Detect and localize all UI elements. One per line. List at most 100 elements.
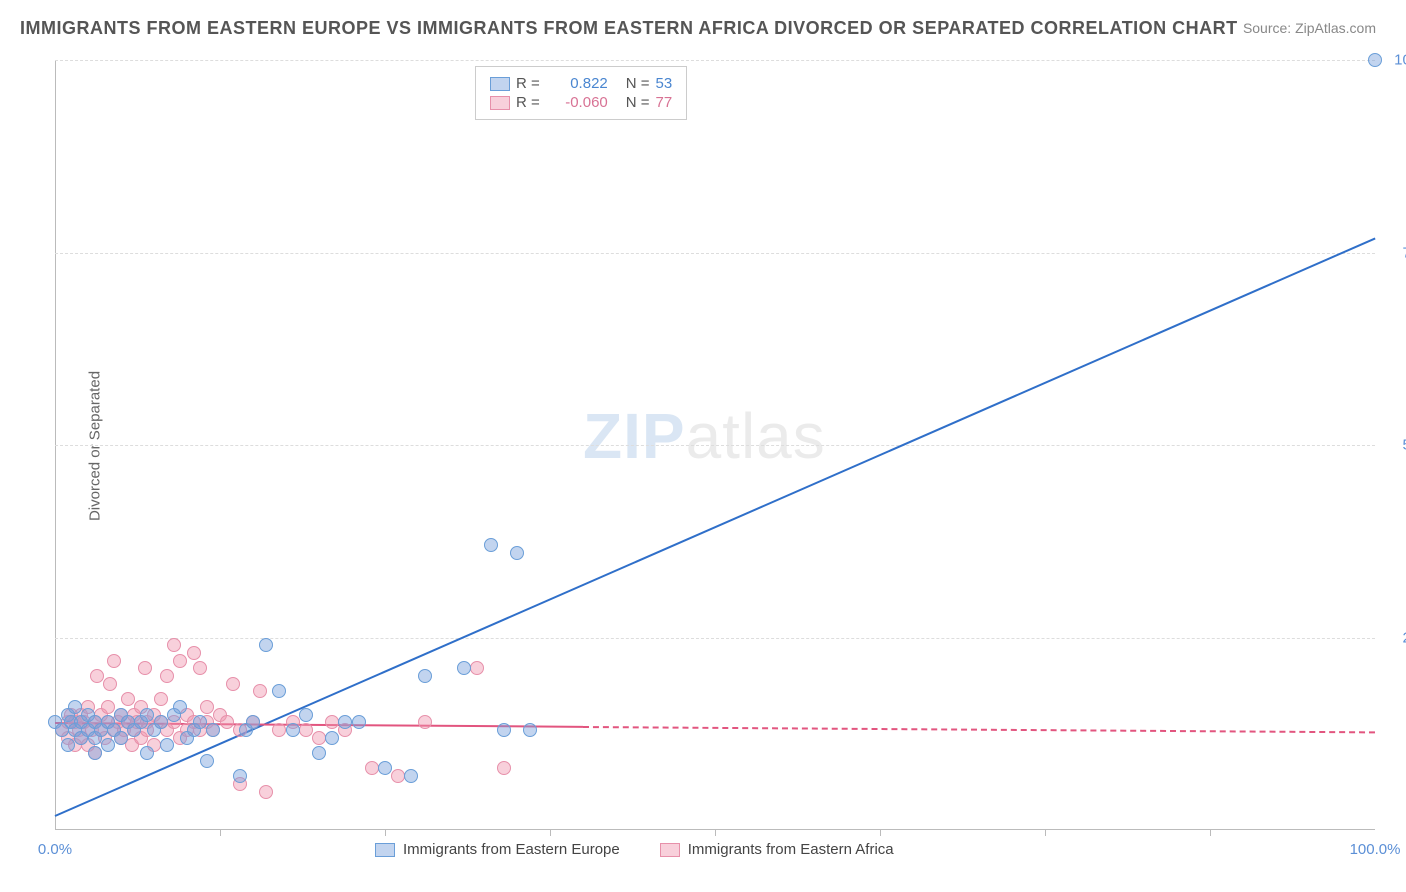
data-point bbox=[193, 661, 207, 675]
data-point bbox=[206, 723, 220, 737]
data-point bbox=[226, 677, 240, 691]
data-point bbox=[246, 715, 260, 729]
series-label: Immigrants from Eastern Europe bbox=[403, 841, 620, 858]
chart-plot-area: ZIPatlas R =0.822N =53R =-0.060N =77 Imm… bbox=[55, 60, 1375, 830]
data-point bbox=[418, 669, 432, 683]
data-point bbox=[352, 715, 366, 729]
data-point bbox=[61, 738, 75, 752]
data-point bbox=[200, 754, 214, 768]
data-point bbox=[107, 654, 121, 668]
data-point bbox=[484, 538, 498, 552]
data-point bbox=[167, 638, 181, 652]
series-legend-item: Immigrants from Eastern Europe bbox=[375, 841, 620, 858]
series-legend-item: Immigrants from Eastern Africa bbox=[660, 841, 894, 858]
data-point bbox=[325, 715, 339, 729]
x-tick bbox=[220, 830, 221, 836]
data-point bbox=[391, 769, 405, 783]
data-point bbox=[457, 661, 471, 675]
x-tick bbox=[1210, 830, 1211, 836]
legend-row: R =-0.060N =77 bbox=[490, 94, 672, 111]
data-point bbox=[187, 646, 201, 660]
data-point bbox=[286, 723, 300, 737]
legend-swatch-icon bbox=[490, 96, 510, 110]
legend-swatch-icon bbox=[660, 843, 680, 857]
data-point bbox=[259, 638, 273, 652]
legend-row: R = 0.822 N = 53 bbox=[490, 75, 672, 92]
data-point bbox=[378, 761, 392, 775]
data-point bbox=[510, 546, 524, 560]
data-point bbox=[220, 715, 234, 729]
y-tick-label: 50.0% bbox=[1385, 437, 1406, 454]
gridline bbox=[55, 638, 1375, 639]
data-point bbox=[88, 746, 102, 760]
data-point bbox=[154, 692, 168, 706]
data-point bbox=[404, 769, 418, 783]
legend-swatch-icon bbox=[375, 843, 395, 857]
data-point bbox=[312, 731, 326, 745]
data-point bbox=[140, 708, 154, 722]
data-point bbox=[253, 684, 267, 698]
y-tick-label: 100.0% bbox=[1385, 52, 1406, 69]
y-tick-label: 75.0% bbox=[1385, 244, 1406, 261]
data-point bbox=[523, 723, 537, 737]
data-point bbox=[101, 700, 115, 714]
data-point bbox=[299, 723, 313, 737]
series-legend: Immigrants from Eastern Europe Immigrants… bbox=[375, 841, 894, 858]
data-point bbox=[272, 723, 286, 737]
data-point bbox=[325, 731, 339, 745]
data-point bbox=[160, 669, 174, 683]
data-point bbox=[497, 761, 511, 775]
data-point bbox=[90, 669, 104, 683]
legend-n-value: 53 bbox=[656, 75, 673, 92]
x-tick bbox=[385, 830, 386, 836]
data-point bbox=[497, 723, 511, 737]
x-tick-label: 100.0% bbox=[1350, 841, 1401, 858]
data-point bbox=[160, 738, 174, 752]
data-point bbox=[138, 661, 152, 675]
data-point bbox=[259, 785, 273, 799]
legend-r-label: R = bbox=[516, 94, 540, 111]
legend-n-value: 77 bbox=[656, 94, 673, 111]
y-tick-label: 25.0% bbox=[1385, 629, 1406, 646]
data-point bbox=[233, 769, 247, 783]
data-point bbox=[68, 700, 82, 714]
watermark-atlas: atlas bbox=[686, 400, 826, 472]
data-point bbox=[272, 684, 286, 698]
data-point bbox=[312, 746, 326, 760]
data-point bbox=[140, 746, 154, 760]
data-point bbox=[114, 731, 128, 745]
data-point bbox=[200, 700, 214, 714]
legend-swatch-icon bbox=[490, 77, 510, 91]
data-point bbox=[470, 661, 484, 675]
data-point bbox=[154, 715, 168, 729]
x-tick bbox=[1045, 830, 1046, 836]
x-tick bbox=[880, 830, 881, 836]
data-point bbox=[365, 761, 379, 775]
x-tick bbox=[550, 830, 551, 836]
series-label: Immigrants from Eastern Africa bbox=[688, 841, 894, 858]
legend-n-label: N = bbox=[626, 75, 650, 92]
gridline bbox=[55, 445, 1375, 446]
source-label: Source: ZipAtlas.com bbox=[1243, 20, 1376, 36]
gridline bbox=[55, 253, 1375, 254]
correlation-legend: R =0.822N =53R =-0.060N =77 bbox=[475, 66, 687, 120]
data-point bbox=[299, 708, 313, 722]
legend-n-label: N = bbox=[626, 94, 650, 111]
data-point bbox=[418, 715, 432, 729]
data-point bbox=[173, 654, 187, 668]
data-point bbox=[103, 677, 117, 691]
legend-r-label: R = bbox=[516, 75, 540, 92]
x-tick bbox=[715, 830, 716, 836]
watermark: ZIPatlas bbox=[583, 399, 826, 473]
watermark-zip: ZIP bbox=[583, 400, 686, 472]
chart-title: IMMIGRANTS FROM EASTERN EUROPE VS IMMIGR… bbox=[20, 18, 1238, 39]
data-point bbox=[101, 738, 115, 752]
data-point bbox=[338, 715, 352, 729]
data-point bbox=[1368, 53, 1382, 67]
x-tick-label: 0.0% bbox=[38, 841, 72, 858]
gridline bbox=[55, 60, 1375, 61]
trend-line bbox=[583, 726, 1375, 733]
legend-r-value: 0.822 bbox=[546, 75, 608, 92]
data-point bbox=[193, 715, 207, 729]
data-point bbox=[173, 700, 187, 714]
